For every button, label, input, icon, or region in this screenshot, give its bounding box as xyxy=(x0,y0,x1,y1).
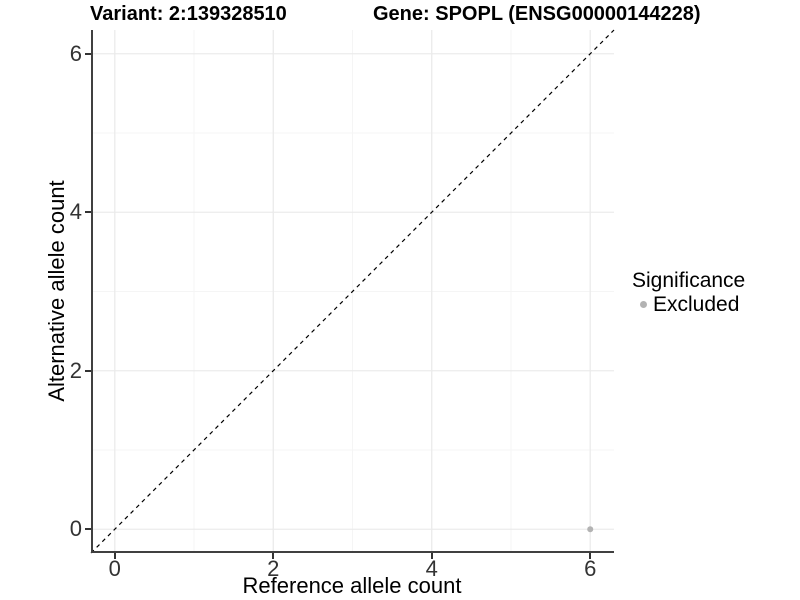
x-tick-label: 0 xyxy=(108,556,121,581)
x-tick-label: 4 xyxy=(425,556,438,581)
x-axis-title: Reference allele count xyxy=(242,573,462,598)
y-tick-label: 0 xyxy=(69,516,82,542)
y-tick-mark xyxy=(85,369,91,372)
legend-items: Excluded xyxy=(632,293,745,316)
y-tick-label: 4 xyxy=(69,199,82,225)
legend-item-label: Excluded xyxy=(653,293,740,316)
plot-title-gene: Gene: SPOPL (ENSG00000144228) xyxy=(373,3,701,25)
y-tick-mark xyxy=(85,528,91,531)
scatter-plot-area xyxy=(90,29,615,554)
x-tick-label: 2 xyxy=(267,556,280,581)
x-tick-mark xyxy=(113,553,116,559)
x-tick-mark xyxy=(589,553,592,559)
legend-item: Excluded xyxy=(632,293,745,316)
legend-title: Significance xyxy=(632,269,746,292)
plot-title-variant: Variant: 2:139328510 xyxy=(90,3,287,25)
x-tick-label: 6 xyxy=(584,556,597,581)
y-tick-label: 6 xyxy=(69,40,82,66)
data-point xyxy=(587,526,594,533)
plot-panel xyxy=(90,29,615,554)
y-axis-title: Alternative allele count xyxy=(44,180,69,402)
legend-key-dot-icon xyxy=(640,301,647,308)
identity-line xyxy=(90,29,615,554)
y-tick-mark xyxy=(85,211,91,214)
x-tick-mark xyxy=(272,553,275,559)
legend: Significance Excluded xyxy=(632,268,745,316)
y-tick-mark xyxy=(85,52,91,55)
y-tick-label: 2 xyxy=(69,357,82,383)
x-tick-mark xyxy=(430,553,433,559)
